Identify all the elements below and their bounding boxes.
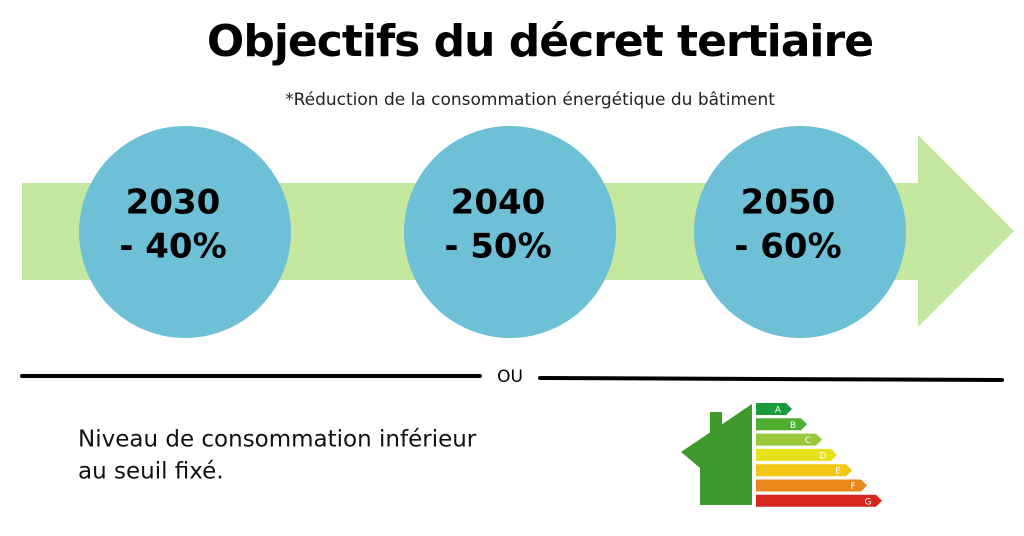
energy-class-bar [756,403,792,415]
energy-class-letter: D [820,451,827,461]
milestone-reduction: - 50% [444,227,551,267]
milestone-circle [79,126,291,338]
energy-class-letter: A [775,406,782,416]
energy-class-letter: B [790,421,796,431]
milestone-circle [694,126,906,338]
house-icon [681,404,752,505]
title: Objectifs du décret tertiaire [207,16,873,67]
energy-class-bar [756,494,882,507]
milestone-year: 2050 [741,183,836,223]
body-text: au seuil fixé. [78,459,224,485]
energy-class-bar [756,479,867,492]
energy-class-bar [756,418,807,431]
milestones: 2030- 40% 2040- 50% 2050- 60% [79,126,906,338]
energy-class-letter: G [865,497,872,507]
energy-class-bar [756,433,822,446]
energy-class-letter: E [835,467,841,477]
milestone-year: 2040 [451,183,546,223]
milestone-year: 2030 [126,183,221,223]
energy-class-letter: C [805,436,811,446]
house [681,404,752,505]
subtitle: *Réduction de la consommation énergétiqu… [285,90,775,110]
milestone-reduction: - 40% [119,227,226,267]
milestone-circle [404,126,616,338]
chimney [710,412,722,438]
energy-class-letter: F [850,482,855,492]
separator-text: OU [497,367,523,387]
separator-line [538,376,1004,382]
energy-class-bar [756,464,852,477]
milestone-reduction: - 60% [734,227,841,267]
energy-class-bar [756,448,837,461]
body-text: Niveau de consommation inférieur [78,427,477,453]
